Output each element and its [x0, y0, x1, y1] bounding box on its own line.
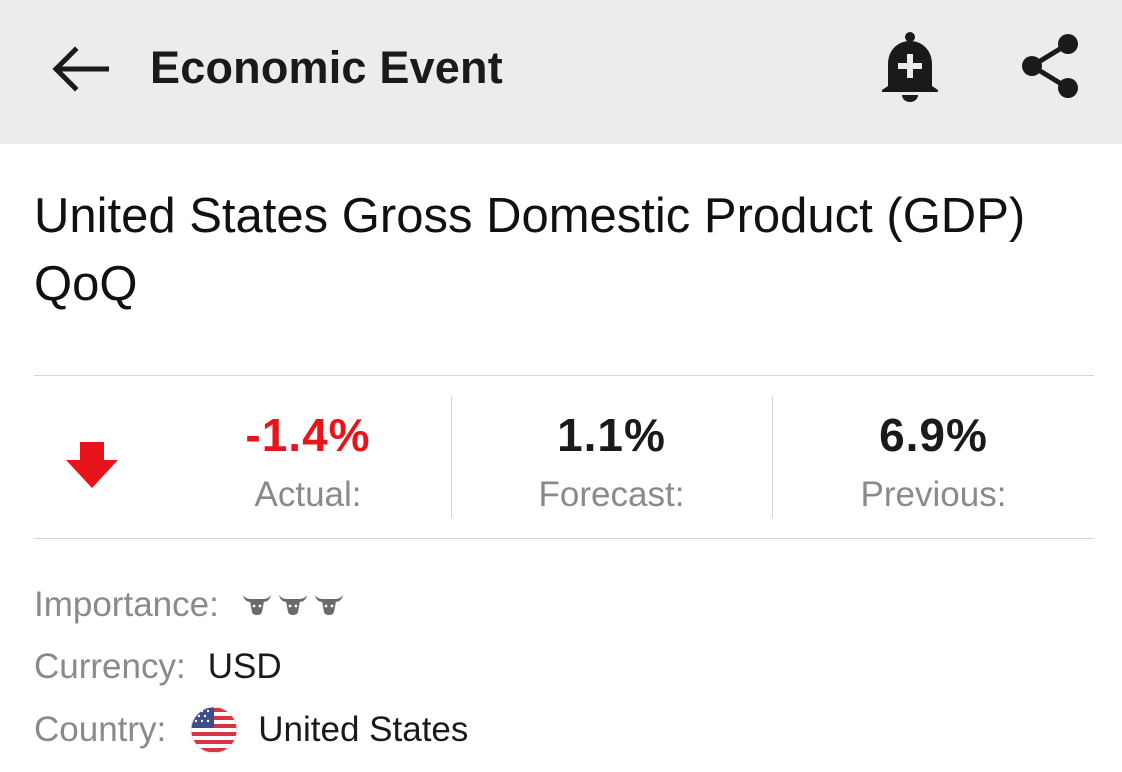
currency-value: USD — [207, 647, 282, 686]
forecast-stat: 1.1% Forecast: — [452, 396, 771, 518]
divider-bottom — [34, 538, 1094, 539]
app-title: Economic Event — [150, 42, 503, 93]
divider-top — [34, 375, 1094, 376]
currency-row: Currency: USD — [34, 642, 282, 692]
previous-value: 6.9% — [879, 409, 988, 461]
stats-separator — [772, 396, 773, 518]
country-value: United States — [258, 710, 469, 749]
importance-rating — [241, 592, 345, 618]
previous-stat: 6.9% Previous: — [773, 396, 1094, 518]
event-title: United States Gross Domestic Product (GD… — [34, 189, 1026, 311]
bell-plus-icon — [882, 32, 938, 102]
actual-value: -1.4% — [245, 409, 371, 461]
us-flag-icon — [190, 706, 238, 754]
actual-stat: -1.4% Actual: — [166, 396, 450, 518]
share-icon — [1022, 34, 1078, 98]
add-alert-button[interactable] — [874, 28, 946, 104]
forecast-value: 1.1% — [557, 409, 666, 461]
stats-row: -1.4% Actual: 1.1% Forecast: 6.9% Previo… — [34, 376, 1094, 538]
bull-icon — [314, 595, 343, 615]
bull-icon — [278, 595, 307, 615]
arrow-left-icon — [52, 46, 109, 92]
previous-label: Previous: — [860, 475, 1007, 514]
share-button[interactable] — [1012, 28, 1088, 104]
back-button[interactable] — [48, 40, 112, 98]
actual-label: Actual: — [254, 475, 362, 514]
country-label: Country: — [34, 710, 167, 749]
forecast-label: Forecast: — [538, 475, 685, 514]
bull-icon — [242, 595, 271, 615]
country-row: Country: United States — [34, 705, 468, 755]
app-bar: Economic Event — [0, 0, 1122, 144]
currency-label: Currency: — [34, 647, 186, 686]
arrow-down-icon — [66, 442, 118, 488]
stats-separator — [451, 396, 452, 518]
importance-label: Importance: — [34, 585, 219, 624]
importance-row: Importance: — [34, 580, 345, 630]
